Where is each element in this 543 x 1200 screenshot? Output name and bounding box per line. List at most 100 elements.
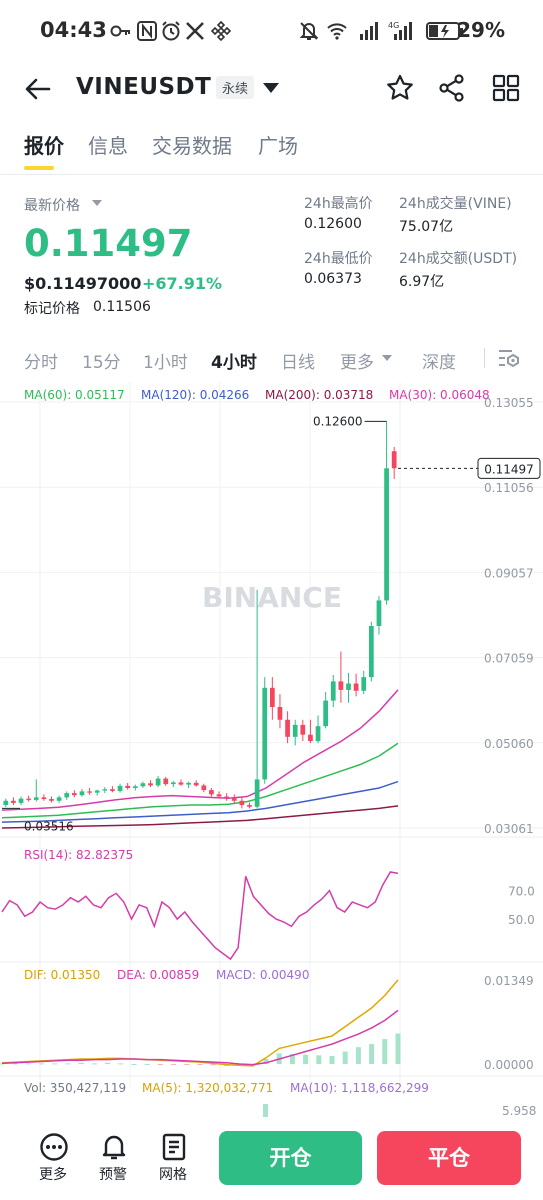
last-price-caret-icon[interactable] [91,199,103,207]
tab-square[interactable]: 广场 [258,134,298,158]
header: VINEUSDT 永续 [0,62,543,118]
alert-bell-icon[interactable] [99,1132,129,1162]
macd-histogram-bar [171,1064,177,1065]
more-label[interactable]: 更多 [39,1167,67,1183]
wifi-icon [327,23,347,40]
rsi-axis-label: 70.0 [508,885,535,899]
candle-body [292,724,298,737]
candle-body [353,683,359,691]
candle-body [94,790,100,793]
symbol-title[interactable]: VINEUSDT [76,74,212,100]
macd-value-label: MACD: 0.00490 [216,968,309,982]
candle-body [178,782,184,785]
volume-panel: Vol: 350,427,119 MA(5): 1,320,032,771 MA(1… [0,1075,543,1117]
rsi-panel: RSI(14): 82.82375 70.0 50.0 [0,836,543,961]
interval-1d[interactable]: 日线 [281,353,315,373]
candle-body [216,794,222,797]
candle-body [49,799,54,801]
tab-trading-data[interactable]: 交易数据 [152,134,232,158]
macd-histogram-bar [263,1059,269,1064]
open-position-button[interactable]: 开仓 [219,1131,362,1185]
macd-dif-label: DIF: 0.01350 [24,968,100,982]
share-icon[interactable] [438,74,466,102]
interval-depth[interactable]: 深度 [422,353,456,373]
macd-histogram-bar [184,1064,190,1065]
divider [0,174,543,175]
interval-1h[interactable]: 1小时 [143,353,188,373]
grid-label[interactable]: 网格 [159,1167,187,1183]
ma-legend-item: MA(60): 0.05117 [24,388,125,402]
rsi-axis-label: 50.0 [508,913,535,927]
chart-settings-icon[interactable] [496,346,520,370]
macd-histogram-bar [210,1064,216,1066]
interval-4h[interactable]: 4小时 [211,353,257,373]
last-price-label[interactable]: 最新价格 [24,198,80,214]
ma-legend: MA(60): 0.05117 MA(120): 0.04266 MA(200): … [24,388,490,402]
candle-body [262,687,268,780]
more-icon[interactable] [39,1132,69,1162]
interval-more[interactable]: 更多 [340,353,374,373]
candle-body [285,719,290,737]
grid-menu-icon[interactable] [492,74,520,102]
candle-body [239,800,245,806]
macd-dea-label: DEA: 0.00859 [117,968,199,982]
low-value: 0.06373 [304,271,362,287]
candle-body [247,805,252,807]
macd-histogram-bar [316,1055,322,1064]
tab-quote[interactable]: 报价 [24,134,64,158]
candle-body [323,700,329,727]
interval-line[interactable]: 分时 [24,353,58,373]
high-label: 24h最高价 [304,196,373,212]
candle-body [64,793,70,798]
price-axis-label: 0.13055 [484,396,534,410]
back-arrow-icon[interactable] [24,76,52,102]
current-price-box [477,457,541,479]
grid-bot-icon[interactable] [159,1132,189,1162]
macd-axis-label: 0.01349 [484,974,534,988]
candle-body [376,600,382,626]
macd-histogram-bar [39,1063,45,1065]
favorite-star-icon[interactable] [386,74,414,102]
candle-body [269,687,275,707]
candle-body [79,791,85,796]
candle-body [201,785,207,791]
macd-histogram-bar [303,1054,309,1064]
candle-body [102,789,108,791]
price-annotations: 0.12600 0.03516 0.11497 [2,414,541,833]
candle-body [132,786,138,788]
interval-15m[interactable]: 15分 [82,353,121,373]
candle-body [11,800,16,803]
volume-ma5-label: MA(5): 1,320,032,771 [142,1081,273,1095]
active-tab-indicator [24,166,54,170]
candle-body [300,724,306,735]
candle-body [391,451,397,469]
candle-body [209,790,214,795]
price-axis: 0.13055 0.11056 0.09057 0.07059 0.05060 0.030… [484,396,534,836]
kline-chart[interactable]: BINANCE MA(60): 0.05117 MA(120): 0.04266 M… [0,382,543,1117]
candle-body [41,797,47,800]
price-axis-label: 0.09057 [484,566,534,580]
macd-histogram-bar [91,1063,97,1065]
more-caret-icon[interactable] [381,354,393,362]
bottom-bar: 更多 预警 网格 开仓 平仓 [0,1118,543,1200]
macd-histogram-bar [329,1055,335,1064]
dropdown-caret-icon[interactable] [262,82,280,94]
candle-body [87,791,92,793]
candle-body [308,734,313,742]
macd-histogram-bar [65,1063,71,1065]
signal-4g-icon: 4G [388,21,412,40]
alert-label[interactable]: 预警 [99,1167,127,1183]
macd-histogram-bar [369,1044,375,1064]
close-position-button[interactable]: 平仓 [377,1131,521,1185]
ma-legend-item: MA(120): 0.04266 [141,388,249,402]
ma60-line [1,742,399,819]
mark-price: 0.11506 [93,299,151,315]
tab-info[interactable]: 信息 [88,134,128,158]
candle-body [315,726,321,742]
x-app-icon [186,22,204,40]
macd-axis-label: 0.00000 [484,1058,534,1072]
macd-histogram-bar [25,1063,31,1065]
candle-body [170,782,176,785]
candle-body [231,797,237,801]
macd-histogram-bar [105,1062,111,1064]
